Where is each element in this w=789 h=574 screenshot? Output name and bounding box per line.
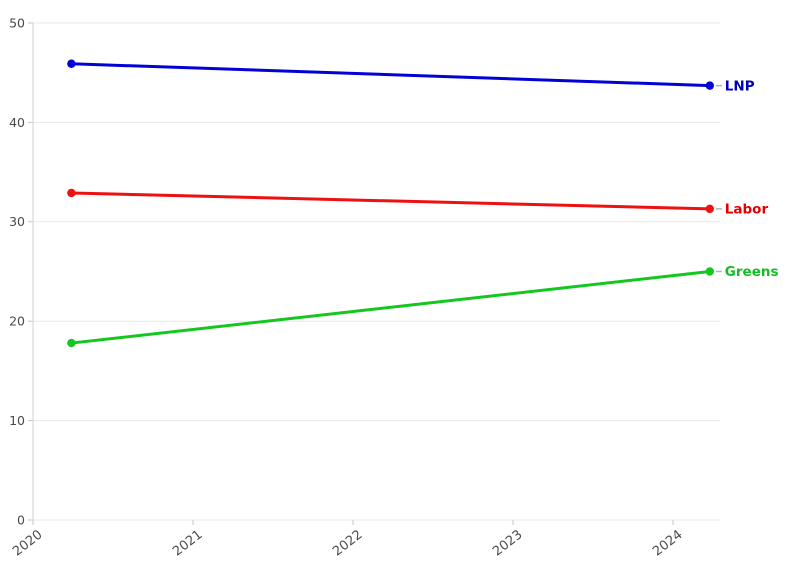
series-point-lnp <box>705 81 714 90</box>
series-line-lnp <box>69 62 712 88</box>
series-point-greens <box>67 338 76 348</box>
x-tick-label: 2021 <box>170 527 205 559</box>
y-tick-label: 20 <box>9 314 25 329</box>
x-tick-label: 2024 <box>650 527 685 559</box>
y-tick-label: 30 <box>9 214 25 229</box>
series-label-labor: Labor <box>725 202 769 218</box>
y-tick-label: 0 <box>17 512 25 527</box>
series-line-greens <box>69 270 712 345</box>
x-tick-label: 2020 <box>10 527 45 559</box>
series-point-labor <box>67 188 76 198</box>
y-tick-label: 10 <box>9 413 25 428</box>
x-tick-label: 2023 <box>490 527 525 559</box>
series-point-greens <box>705 267 714 276</box>
series-point-labor <box>705 204 714 214</box>
series-point-lnp <box>67 59 76 68</box>
y-tick-label: 40 <box>9 115 25 130</box>
series-line-labor <box>69 191 712 211</box>
y-tick-label: 50 <box>9 15 25 30</box>
series-label-lnp: LNP <box>725 78 755 94</box>
series-label-greens: Greens <box>725 264 779 280</box>
x-tick-label: 2022 <box>330 527 365 559</box>
